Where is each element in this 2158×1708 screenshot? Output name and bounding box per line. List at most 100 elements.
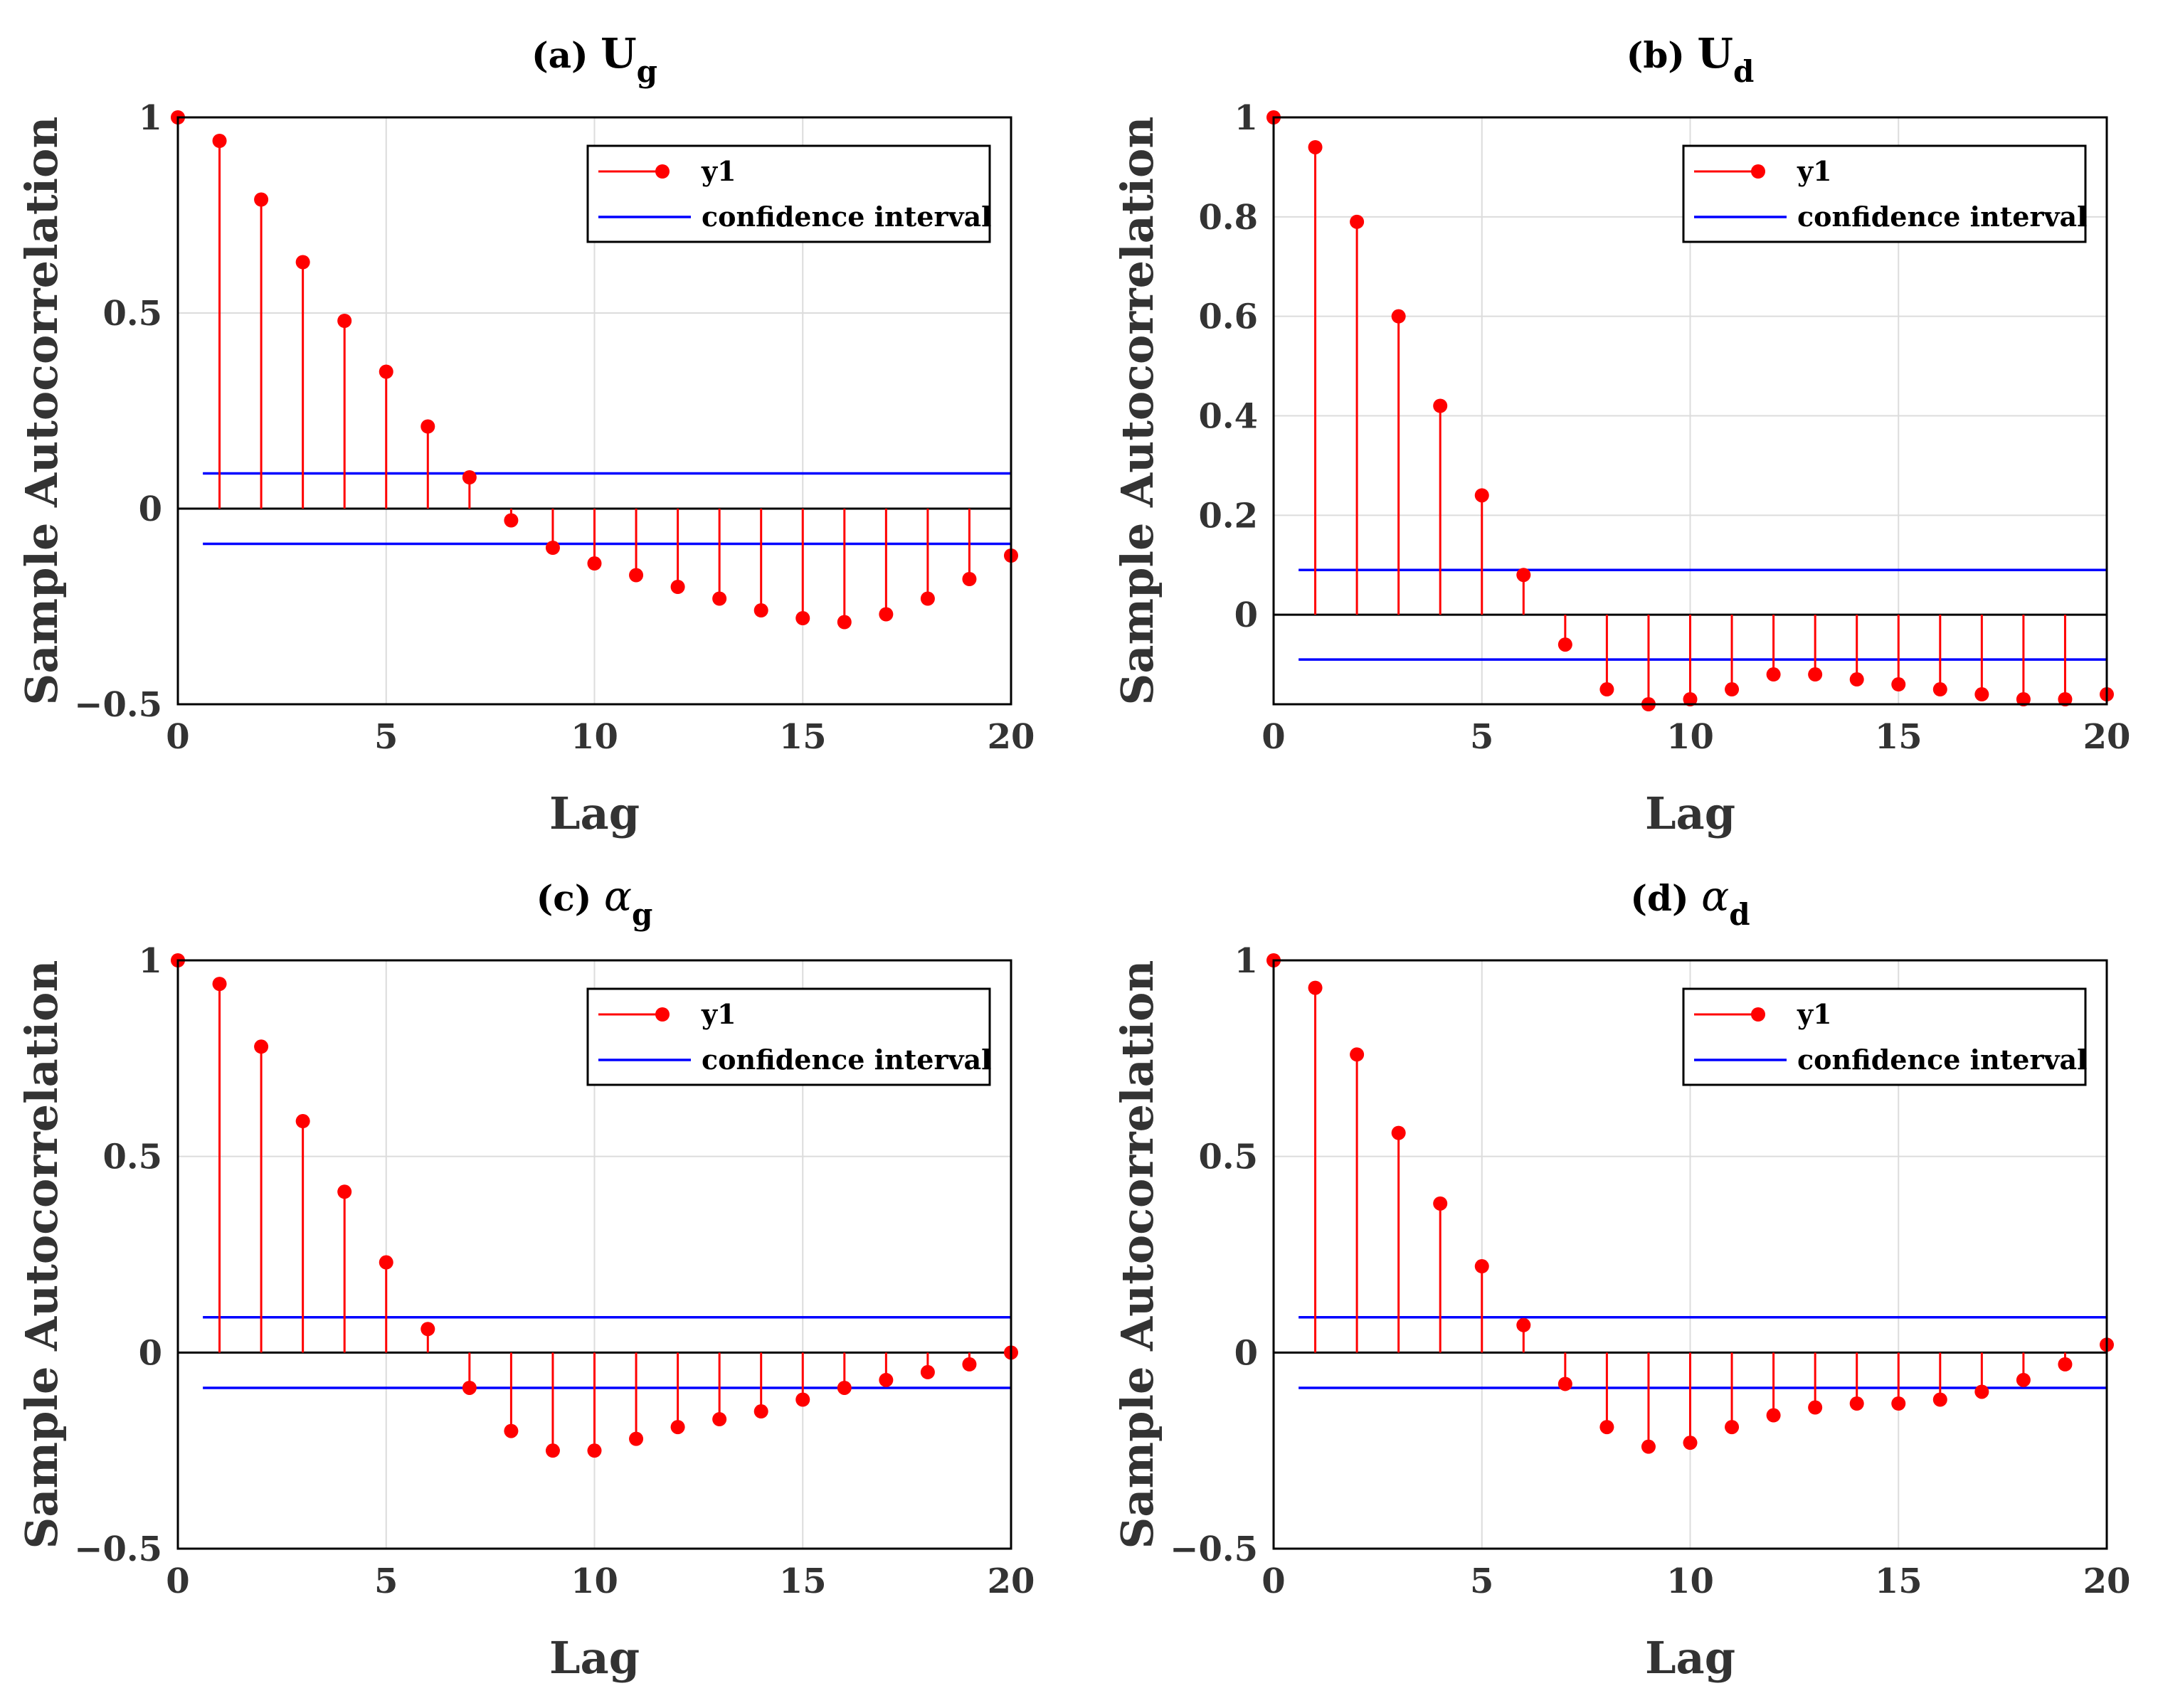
y-axis-label: Sample Autocorrelation bbox=[1111, 960, 1163, 1549]
stem-marker bbox=[1350, 214, 1365, 229]
stem-marker bbox=[1932, 1392, 1947, 1407]
y-tick-label: 0.6 bbox=[1198, 297, 1258, 337]
y-tick-label: 0.5 bbox=[102, 1137, 162, 1177]
stem-marker bbox=[587, 556, 602, 571]
stem-marker bbox=[212, 134, 227, 148]
title-symbol: α bbox=[604, 872, 632, 921]
axes-frame bbox=[176, 116, 1012, 706]
y-axis-label: Sample Autocorrelation bbox=[16, 960, 68, 1549]
legend-entry-confidence: confidence interval bbox=[702, 1044, 992, 1076]
x-tick-label: 5 bbox=[1470, 717, 1493, 757]
legend-stem-marker bbox=[655, 164, 670, 179]
stem-marker bbox=[837, 1380, 852, 1395]
stem-marker bbox=[254, 192, 269, 207]
axes-frame bbox=[176, 959, 1012, 1550]
x-tick-label: 10 bbox=[1666, 717, 1714, 757]
x-tick-label: 15 bbox=[779, 1561, 827, 1601]
stem-marker bbox=[879, 1372, 894, 1387]
y-axis-label: Sample Autocorrelation bbox=[16, 117, 68, 706]
stem-marker bbox=[504, 1423, 519, 1438]
stem-marker bbox=[753, 1404, 768, 1419]
stem-marker bbox=[379, 1255, 393, 1270]
legend-box bbox=[1682, 987, 2087, 1086]
title-prefix: (a) bbox=[531, 34, 601, 76]
x-tick-label: 20 bbox=[988, 1561, 1035, 1601]
stem-marker bbox=[1766, 667, 1781, 682]
subplot-title: (d) αd bbox=[1630, 872, 1750, 932]
stem-marker bbox=[587, 1443, 602, 1458]
stem-marker bbox=[1516, 568, 1531, 583]
stem-marker bbox=[1474, 488, 1489, 503]
legend-entry-y1: y1 bbox=[701, 998, 736, 1030]
stem-marker bbox=[1891, 1396, 1906, 1411]
stem-marker bbox=[1725, 1420, 1740, 1435]
x-tick-label: 10 bbox=[1666, 1561, 1714, 1601]
stem-marker bbox=[504, 513, 519, 528]
x-tick-label: 0 bbox=[1262, 717, 1285, 757]
title-prefix: (d) bbox=[1630, 877, 1701, 919]
legend-box bbox=[1682, 144, 2087, 243]
stem-marker bbox=[962, 572, 977, 586]
y-tick-label: 1 bbox=[1234, 98, 1258, 138]
y-tick-label: 1 bbox=[139, 98, 162, 138]
x-tick-label: 0 bbox=[166, 1561, 189, 1601]
stem-marker bbox=[1766, 1408, 1781, 1423]
stem-marker bbox=[462, 470, 477, 484]
x-tick-label: 5 bbox=[374, 717, 398, 757]
stem-marker bbox=[1683, 1436, 1698, 1450]
stem-marker bbox=[295, 1114, 310, 1129]
stem-marker bbox=[2058, 692, 2073, 707]
stem-marker bbox=[1932, 682, 1947, 697]
title-prefix: (c) bbox=[536, 877, 604, 919]
stem-marker bbox=[2016, 692, 2031, 707]
stem-marker bbox=[462, 1380, 477, 1395]
stem-marker bbox=[753, 603, 768, 617]
y-tick-label: 0.4 bbox=[1198, 396, 1258, 436]
stem-marker bbox=[629, 568, 644, 583]
title-symbol: α bbox=[1701, 872, 1729, 921]
stem-marker bbox=[1474, 1259, 1489, 1274]
title-subscript: d bbox=[1729, 897, 1750, 932]
y-tick-label: 0 bbox=[1234, 1333, 1258, 1373]
y-tick-label: −0.5 bbox=[74, 685, 162, 725]
legend-stem-marker bbox=[1751, 164, 1765, 179]
title-prefix: (b) bbox=[1627, 34, 1698, 76]
stem-marker bbox=[1433, 1196, 1448, 1211]
subplot-b: 0 5 10 15 20 0 0.2 0.4 0.6 0.8 1 Lag Sample Autocorr… bbox=[1111, 29, 2130, 839]
x-tick-label: 5 bbox=[374, 1561, 398, 1601]
stem-marker bbox=[545, 1443, 560, 1458]
title-subscript: g bbox=[637, 54, 657, 89]
y-tick-label: 1 bbox=[139, 941, 162, 981]
legend-box bbox=[586, 987, 991, 1086]
subplot-title: (c) αg bbox=[536, 872, 653, 932]
legend: y1 confidence interval bbox=[586, 144, 992, 243]
stem-marker bbox=[1808, 667, 1823, 682]
x-tick-label: 5 bbox=[1470, 1561, 1493, 1601]
y-tick-label: 0 bbox=[1234, 595, 1258, 635]
stem-marker bbox=[712, 591, 727, 606]
stem-marker bbox=[795, 611, 810, 625]
stem-marker bbox=[1599, 1420, 1614, 1435]
x-tick-label: 15 bbox=[1875, 1561, 1922, 1601]
stem-marker bbox=[212, 977, 227, 992]
x-tick-label: 15 bbox=[779, 717, 827, 757]
y-axis-label: Sample Autocorrelation bbox=[1111, 117, 1163, 706]
stem-marker bbox=[1391, 1125, 1406, 1140]
axes-frame bbox=[1272, 116, 2108, 706]
stem-marker bbox=[1516, 1317, 1531, 1332]
stem-marker bbox=[629, 1431, 644, 1446]
stem-marker bbox=[920, 591, 935, 606]
legend: y1 confidence interval bbox=[1682, 987, 2088, 1086]
stem-marker bbox=[295, 255, 310, 270]
stem-marker bbox=[670, 580, 685, 594]
y-tick-label: 0.5 bbox=[102, 294, 162, 334]
x-tick-label: 0 bbox=[1262, 1561, 1285, 1601]
title-symbol: U bbox=[1697, 29, 1733, 78]
stem-marker bbox=[712, 1412, 727, 1427]
x-tick-label: 15 bbox=[1875, 717, 1922, 757]
x-tick-label: 10 bbox=[571, 1561, 618, 1601]
